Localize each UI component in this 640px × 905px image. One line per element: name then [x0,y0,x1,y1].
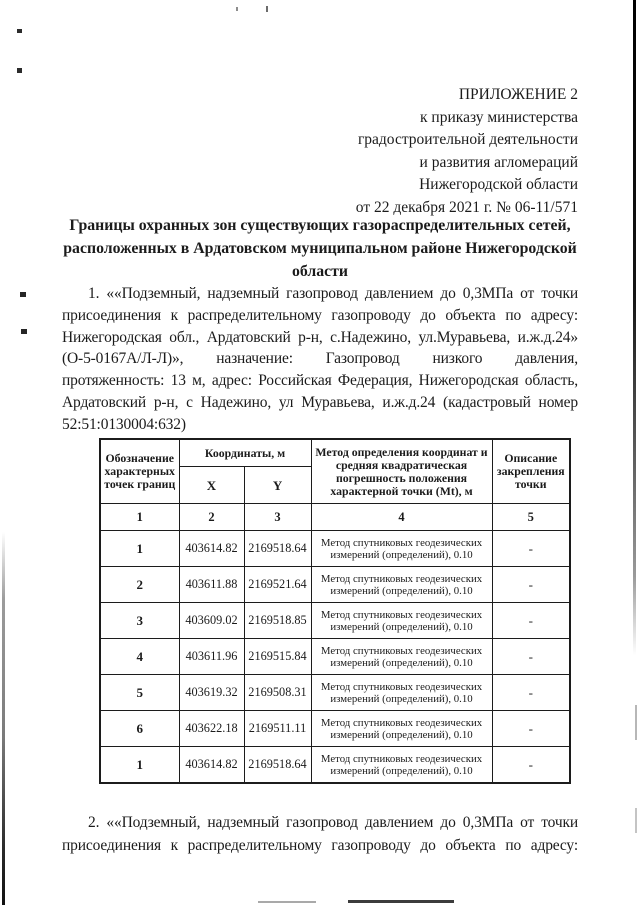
scan-edge-fragment-right-2 [635,808,637,833]
paragraph-1-line: 1. ««Подземный, надземный газопровод дав… [88,285,578,302]
x-coordinate-cell: 403614.82 [178,530,245,567]
paragraph-1-line: присоединения к распределительному газоп… [62,306,578,324]
col-header-method: Метод определения координат и средняя кв… [310,438,493,504]
method-cell: Метод спутниковых геодезических измерени… [310,566,493,603]
col-header-point-designation: Обозначение характерных точек границ [99,438,180,504]
point-number-cell: 4 [99,638,180,675]
description-cell: - [491,638,571,675]
appendix-header-block: ПРИЛОЖЕНИЕ 2 к приказу министерства град… [218,84,578,220]
method-cell: Метод спутниковых геодезических измерени… [310,638,493,675]
margin-dot-4 [21,329,27,334]
table-row: 3 403609.02 2169518.85 Метод спутниковых… [99,602,571,639]
table-row: 5 403619.32 2169508.31 Метод спутниковых… [99,674,571,711]
x-coordinate-cell: 403609.02 [178,602,245,639]
scan-bottom-segment-2 [348,900,454,903]
description-cell: - [491,602,571,639]
col-header-coordinates-group: Координаты, м [178,438,312,467]
col-header-x: X [178,466,245,504]
point-number-cell: 2 [99,566,180,603]
column-number: 5 [491,503,571,531]
y-coordinate-cell: 2169508.31 [243,674,312,711]
description-cell: - [491,710,571,747]
paragraph-1: 1. ««Подземный, надземный газопровод дав… [62,283,578,436]
paragraph-1-line: протяженность: 13 м, адрес: Российская Ф… [62,372,578,390]
appendix-line: Нижегородской области [419,176,578,194]
description-cell: - [491,674,571,711]
appendix-number: ПРИЛОЖЕНИЕ 2 [458,86,578,103]
method-cell: Метод спутниковых геодезических измерени… [310,530,493,567]
description-cell: - [491,566,571,603]
paragraph-2-line: 2. ««Подземный, надземный газопровод дав… [88,814,578,831]
point-number-cell: 1 [99,530,180,567]
x-coordinate-cell: 403611.88 [178,566,245,603]
scan-edge-line-left [2,532,5,905]
scan-speck-2 [266,6,268,12]
description-cell: - [491,530,571,567]
point-number-cell: 5 [99,674,180,711]
column-number: 2 [178,503,245,531]
scan-speck-1 [236,7,238,11]
col-header-y: Y [243,466,312,504]
y-coordinate-cell: 2169518.85 [243,602,312,639]
appendix-line: градостроительной деятельности [357,131,578,149]
table-row: 6 403622.18 2169511.11 Метод спутниковых… [99,710,571,747]
appendix-line: и развития агломераций [419,153,578,171]
scan-edge-line-right [633,0,636,655]
column-number: 4 [310,503,493,531]
table-row: 2 403611.88 2169521.64 Метод спутниковых… [99,566,571,603]
method-cell: Метод спутниковых геодезических измерени… [310,674,493,711]
y-coordinate-cell: 2169521.64 [243,566,312,603]
appendix-line: к приказу министерства [420,108,578,126]
method-cell: Метод спутниковых геодезических измерени… [310,710,493,747]
paragraph-1-line: Ардатовский р-н, с Надежино, ул Муравьев… [62,393,578,411]
column-number: 3 [243,503,312,531]
order-date-number: от 22 декабря 2021 г. № 06-11/571 [355,198,578,216]
scan-edge-fragment-right-1 [635,705,637,740]
method-cell: Метод спутниковых геодезических измерени… [310,602,493,639]
paragraph-2-line: присоединения к распределительному газоп… [62,836,578,854]
paragraph-1-line: Нижегородская обл., Ардатовский р-н, с.Н… [62,328,578,346]
x-coordinate-cell: 403614.82 [178,746,245,784]
column-number: 1 [99,503,180,531]
coordinates-table-wrapper: Обозначение характерных точек границ Коо… [99,438,572,784]
scan-bottom-segment-1 [258,901,316,903]
point-number-cell: 6 [99,710,180,747]
margin-dot-3 [20,292,26,297]
point-number-cell: 3 [99,602,180,639]
coordinates-table: Обозначение характерных точек границ Коо… [99,438,572,784]
description-cell: - [491,746,571,784]
y-coordinate-cell: 2169511.11 [243,710,312,747]
margin-dot-2 [17,68,22,73]
x-coordinate-cell: 403619.32 [178,674,245,711]
paragraph-1-line: (О-5-0167А/Л-Л)», назначение: Газопровод… [62,350,578,368]
col-header-description: Описание закрепления точки [491,438,571,504]
y-coordinate-cell: 2169518.64 [243,530,312,567]
point-number-cell: 1 [99,746,180,784]
y-coordinate-cell: 2169515.84 [243,638,312,675]
table-row: 1 403614.82 2169518.64 Метод спутниковых… [99,530,571,567]
x-coordinate-cell: 403611.96 [178,638,245,675]
paragraph-2: 2. ««Подземный, надземный газопровод дав… [62,812,578,857]
margin-dot-1 [17,29,22,33]
paragraph-1-line: 52:51:0130004:632) [62,415,186,433]
x-coordinate-cell: 403622.18 [178,710,245,747]
method-cell: Метод спутниковых геодезических измерени… [310,746,493,784]
document-title: Границы охранных зон существующих газора… [63,217,577,280]
table-row: 1 403614.82 2169518.64 Метод спутниковых… [99,746,571,784]
table-row: 4 403611.96 2169515.84 Метод спутниковых… [99,638,571,675]
y-coordinate-cell: 2169518.64 [243,746,312,784]
